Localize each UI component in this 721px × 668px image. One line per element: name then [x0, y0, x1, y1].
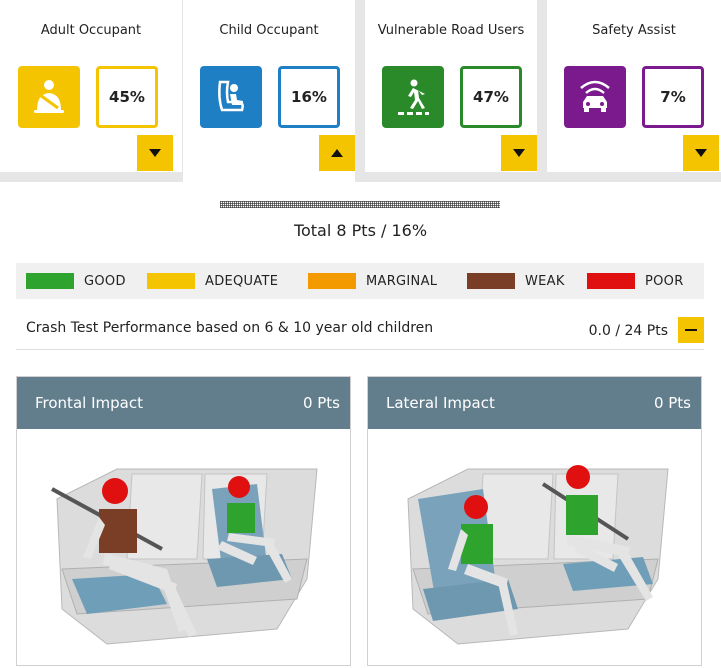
legend-item-good: GOOD	[26, 263, 126, 299]
collapse-section-button[interactable]	[678, 317, 704, 343]
legend-label: WEAK	[525, 273, 565, 289]
panel-header: Lateral Impact 0 Pts	[368, 377, 701, 429]
section-title: Crash Test Performance based on 6 & 10 y…	[26, 320, 434, 336]
legend-item-marginal: MARGINAL	[308, 263, 437, 299]
legend-item-poor: POOR	[587, 263, 684, 299]
frontal-impact-panel: Frontal Impact 0 Pts	[16, 376, 351, 666]
section-points: 0.0 / 24 Pts	[588, 323, 668, 339]
chevron-down-icon	[149, 149, 161, 157]
legend-swatch	[147, 273, 195, 289]
panel-title: Lateral Impact	[386, 394, 495, 412]
panel-title: Frontal Impact	[35, 394, 143, 412]
chevron-down-icon	[513, 149, 525, 157]
seatbelt-adult-icon	[18, 66, 80, 128]
rating-legend: GOOD ADEQUATE MARGINAL WEAK POOR	[16, 263, 704, 299]
legend-item-weak: WEAK	[467, 263, 565, 299]
legend-swatch	[467, 273, 515, 289]
dotted-divider	[220, 201, 500, 208]
rear-seat-dummies-image	[17, 429, 350, 666]
expand-button[interactable]	[683, 135, 719, 171]
pedestrian-crossing-icon	[382, 66, 444, 128]
chevron-up-icon	[331, 149, 343, 157]
expand-button[interactable]	[137, 135, 173, 171]
rear-seat-dummies-image	[368, 429, 701, 666]
expand-button[interactable]	[501, 135, 537, 171]
legend-item-adequate: ADEQUATE	[147, 263, 278, 299]
card-safety-assist[interactable]: Safety Assist 7%	[547, 0, 721, 172]
card-vulnerable-road-users[interactable]: Vulnerable Road Users 47%	[365, 0, 537, 172]
score-percent: 47%	[460, 66, 522, 128]
collapse-button[interactable]	[319, 135, 355, 171]
child-seat-icon	[200, 66, 262, 128]
legend-swatch	[26, 273, 74, 289]
panel-header: Frontal Impact 0 Pts	[17, 377, 350, 429]
card-child-occupant[interactable]: Child Occupant 16%	[183, 0, 355, 182]
legend-label: POOR	[645, 273, 684, 289]
score-percent: 7%	[642, 66, 704, 128]
score-percent: 16%	[278, 66, 340, 128]
panel-points: 0 Pts	[653, 394, 691, 412]
minus-icon	[685, 329, 697, 331]
score-percent: 45%	[96, 66, 158, 128]
crash-test-section-header[interactable]: Crash Test Performance based on 6 & 10 y…	[16, 310, 704, 350]
car-sensor-icon	[564, 66, 626, 128]
legend-swatch	[308, 273, 356, 289]
card-title: Adult Occupant	[40, 23, 142, 38]
card-title: Child Occupant	[219, 23, 319, 38]
legend-label: ADEQUATE	[205, 273, 279, 289]
card-title: Vulnerable Road Users	[377, 23, 525, 38]
lateral-impact-panel: Lateral Impact 0 Pts	[367, 376, 702, 666]
chevron-down-icon	[695, 149, 707, 157]
legend-label: GOOD	[84, 273, 126, 289]
legend-label: MARGINAL	[366, 273, 438, 289]
card-adult-occupant[interactable]: Adult Occupant 45%	[0, 0, 182, 172]
legend-swatch	[587, 273, 635, 289]
total-score: Total 8 Pts / 16%	[293, 221, 428, 240]
panel-points: 0 Pts	[302, 394, 340, 412]
card-title: Safety Assist	[592, 23, 676, 38]
